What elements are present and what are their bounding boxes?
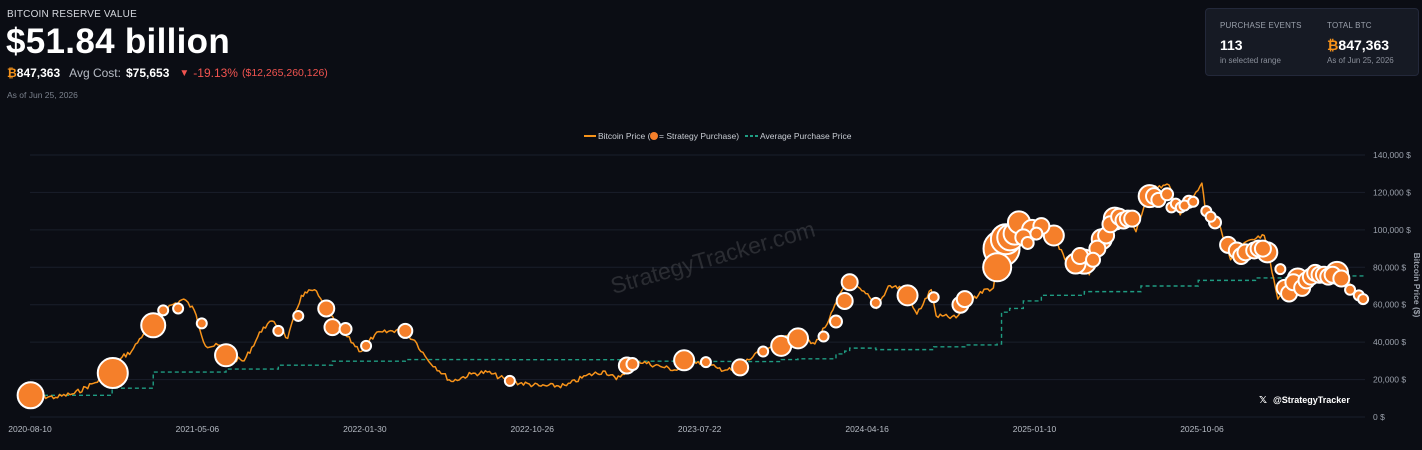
purchase-marker [787, 327, 810, 350]
x-tick-label: 2022-01-30 [343, 424, 387, 434]
purchase-marker [1123, 209, 1142, 228]
purchase-marker [157, 304, 170, 317]
credit-badge: 𝕏 @StrategyTracker [1259, 395, 1350, 406]
x-tick-label: 2022-10-26 [511, 424, 555, 434]
purchase-marker [1332, 269, 1351, 288]
reserve-value: $51.84 billion [6, 22, 231, 61]
purchase-marker [1085, 251, 1102, 268]
x-logo-icon: 𝕏 [1259, 395, 1267, 406]
credit-handle: @StrategyTracker [1273, 395, 1350, 405]
purchase-marker [927, 291, 940, 304]
purchase-marker [896, 284, 919, 307]
legend-marker-label: = Strategy Purchase) [659, 131, 739, 141]
btc-holdings: 847,363 [16, 66, 61, 80]
purchase-marker [96, 357, 129, 390]
purchase-marker [817, 330, 830, 343]
purchase-marker [828, 314, 843, 329]
purchase-marker [982, 252, 1013, 283]
purchase-marker [731, 358, 750, 377]
y-tick-label: 20,000 $ [1373, 375, 1406, 385]
total-btc-sub: As of Jun 25, 2026 [1327, 56, 1394, 65]
reserve-label: BITCOIN RESERVE VALUE [7, 9, 137, 20]
y-tick-label: 100,000 $ [1373, 225, 1411, 235]
avg-cost-label: Avg Cost: [69, 66, 121, 80]
y-axis-title: Bitcoin Price ($) [1412, 253, 1422, 318]
purchase-marker [272, 324, 285, 337]
average-price-line [30, 275, 1366, 396]
watermark: StrategyTracker.com [608, 216, 818, 299]
avg-cost-value: $75,653 [125, 66, 170, 80]
chart-legend: Bitcoin Price ( = Strategy Purchase) Aver… [584, 131, 852, 141]
purchase-marker [1204, 210, 1217, 223]
x-tick-label: 2023-07-22 [678, 424, 722, 434]
total-btc-value: ₿847,363 [1327, 37, 1389, 53]
change-amount: ($12,265,260,126) [241, 67, 328, 79]
x-tick-label: 2025-01-10 [1013, 424, 1057, 434]
as-of-date: As of Jun 25, 2026 [7, 90, 78, 100]
y-tick-label: 80,000 $ [1373, 262, 1406, 272]
purchase-marker [323, 318, 342, 337]
purchase-marker [1344, 283, 1357, 296]
y-tick-label: 40,000 $ [1373, 337, 1406, 347]
purchase-marker [1160, 187, 1175, 202]
purchase-marker [673, 349, 696, 372]
purchase-marker [1187, 195, 1200, 208]
purchase-marker [1274, 263, 1287, 276]
purchase-marker [1029, 226, 1044, 241]
total-btc-amount: 847,363 [1338, 37, 1390, 53]
purchase-marker [214, 343, 239, 368]
y-tick-label: 0 $ [1373, 412, 1385, 422]
down-arrow-icon: ▼ [179, 67, 190, 79]
purchase-markers [16, 184, 1370, 410]
legend-marker-icon [650, 132, 658, 140]
purchase-marker [172, 302, 185, 315]
purchase-events-sub: in selected range [1220, 56, 1281, 65]
purchase-marker [1020, 235, 1035, 250]
purchase-marker [16, 381, 45, 410]
purchase-marker [140, 312, 167, 339]
y-axis: 0 $ 20,000 $ 40,000 $ 60,000 $ 80,000 $ 100,0… [1373, 150, 1422, 422]
y-tick-label: 60,000 $ [1373, 300, 1406, 310]
x-tick-label: 2025-10-06 [1180, 424, 1224, 434]
purchase-marker [503, 374, 516, 387]
x-tick-label: 2024-04-16 [845, 424, 889, 434]
change-percent: -19.13% [193, 66, 238, 80]
purchase-marker [1253, 239, 1272, 258]
purchase-marker [955, 290, 974, 309]
purchase-marker [699, 356, 712, 369]
purchase-marker [835, 291, 854, 310]
purchase-marker [869, 296, 882, 309]
holdings-summary: ₿ 847,363 Avg Cost: $75,653 ▼ -19.13% ($… [7, 66, 328, 80]
purchase-marker [360, 339, 373, 352]
purchase-marker [625, 357, 640, 372]
legend-price-label: Bitcoin Price ( [598, 131, 651, 141]
purchase-marker [338, 322, 353, 337]
bitcoin-symbol-icon: ₿ [1327, 37, 1339, 53]
bitcoin-price-line [29, 182, 1366, 400]
purchase-marker [195, 317, 208, 330]
y-tick-label: 140,000 $ [1373, 150, 1411, 160]
bitcoin-price-layer [29, 182, 1366, 400]
purchase-marker [317, 299, 336, 318]
purchase-marker [397, 322, 414, 339]
legend-avg-label: Average Purchase Price [760, 131, 852, 141]
x-axis: 2020-08-10 2021-05-06 2022-01-30 2022-10-26… [8, 424, 1224, 434]
x-tick-label: 2021-05-06 [176, 424, 220, 434]
y-tick-label: 120,000 $ [1373, 187, 1411, 197]
purchase-events-label: PURCHASE EVENTS [1220, 21, 1302, 30]
total-btc-label: TOTAL BTC [1327, 21, 1372, 30]
purchase-marker [757, 345, 770, 358]
x-tick-label: 2020-08-10 [8, 424, 52, 434]
average-price-layer [30, 275, 1366, 396]
stats-card: PURCHASE EVENTS 113 in selected range TO… [1205, 8, 1419, 76]
bitcoin-symbol-icon: ₿ [7, 66, 17, 80]
purchase-marker [1357, 293, 1370, 306]
purchase-events-value: 113 [1220, 37, 1243, 53]
purchase-marker [292, 309, 305, 322]
purchase-marker [840, 273, 859, 292]
